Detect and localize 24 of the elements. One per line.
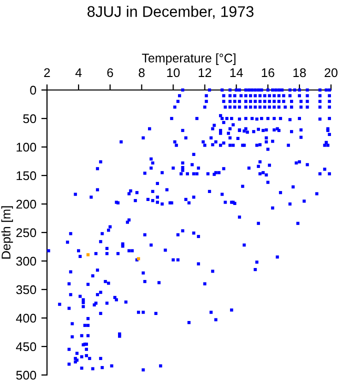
y-tick-label: 50 [23, 114, 36, 124]
x-tick-label: 6 [107, 68, 114, 78]
y-tick-label: 450 [16, 342, 36, 352]
y-tick-label: 250 [16, 228, 36, 238]
y-tick-label: 100 [16, 142, 36, 152]
x-tick-label: 12 [198, 68, 212, 77]
y-tick-label: 400 [16, 314, 36, 323]
x-tick-label: 10 [167, 68, 180, 78]
x-tick-label: 4 [75, 68, 82, 77]
y-tick-label: 0 [30, 86, 36, 95]
y-tick-label: 200 [16, 200, 36, 209]
x-tick-label: 8 [138, 68, 145, 78]
y-axis-title: Depth [m] [1, 206, 13, 259]
y-tick-label: 150 [16, 171, 36, 180]
x-tick-label: 14 [230, 68, 243, 77]
chart-title: 8JUJ in December, 1973 [88, 6, 254, 19]
y-tick-label: 300 [16, 256, 36, 266]
x-tick-label: 2 [44, 68, 50, 77]
y-tick-label: 500 [16, 370, 36, 380]
y-tick-label: 350 [16, 285, 36, 294]
x-tick-label: 20 [324, 68, 338, 78]
x-tick-label: 18 [293, 68, 306, 78]
x-axis-title: Temperature [°C] [142, 53, 236, 65]
x-tick-label: 16 [262, 68, 274, 78]
